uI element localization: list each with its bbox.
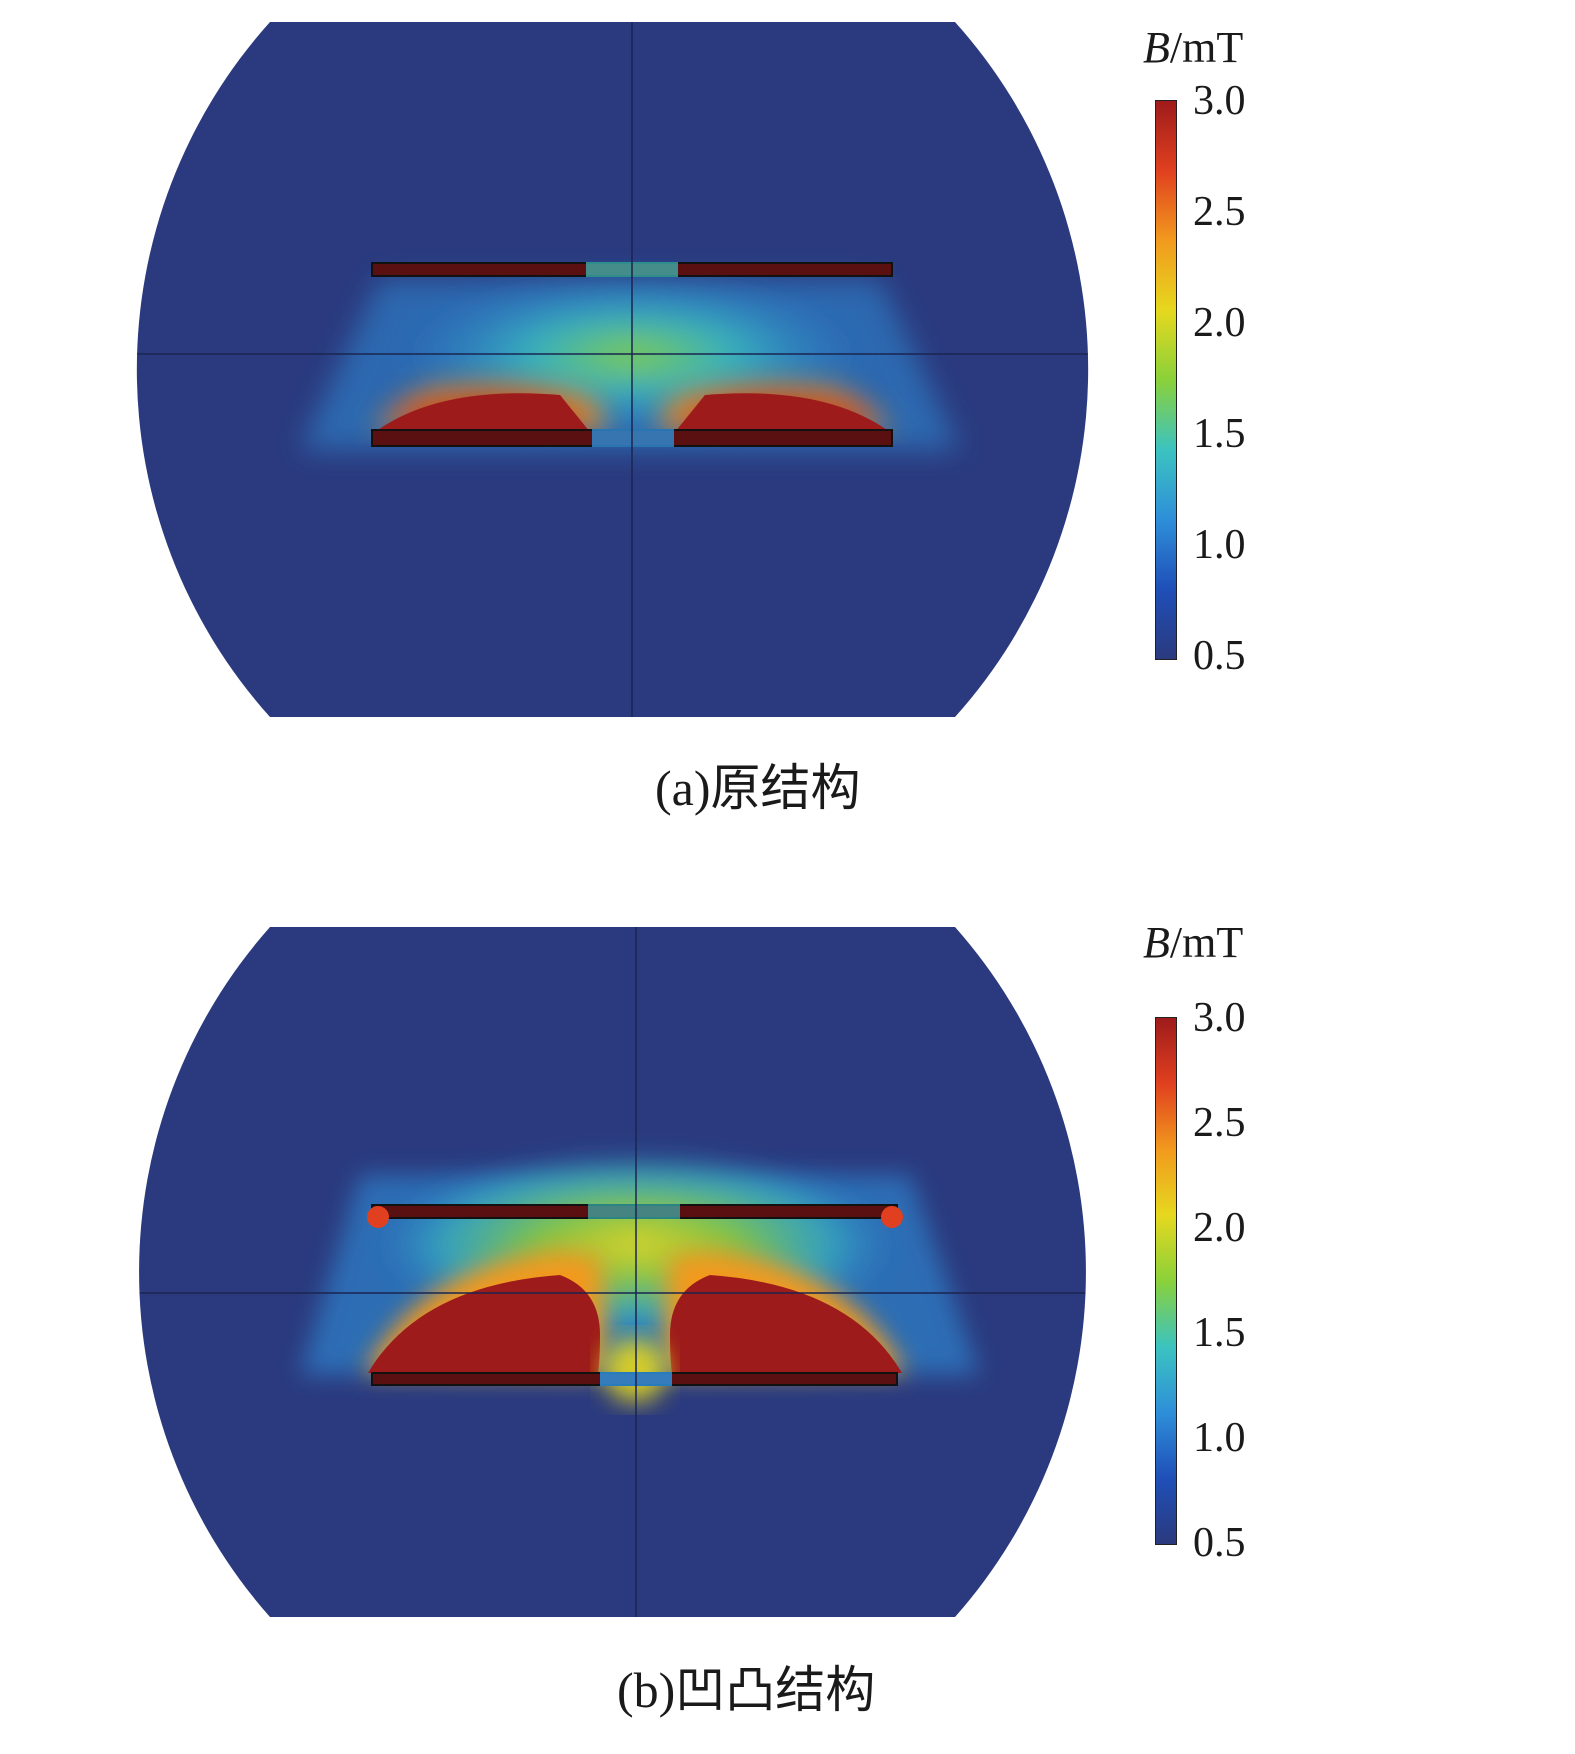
colorbar-title-a: B/mT	[1143, 22, 1243, 73]
colorbar-tick-label: 2.5	[1193, 1100, 1246, 1146]
caption-a: (a)原结构	[655, 760, 861, 816]
field-region-a	[136, 22, 1089, 717]
colorbar-tick-label: 1.5	[1193, 411, 1246, 457]
colorbar-unit: /mT	[1169, 23, 1244, 72]
colorbar-tick-label: 0.5	[1193, 633, 1246, 679]
magnetic-field-plot-b	[139, 927, 1086, 1617]
colorbar-tick-label: 1.5	[1193, 1310, 1246, 1356]
figure-panel-b: B/mT 3.0 2.5 2.0 1.5 1.0 0.5 (b)凹凸结构	[0, 905, 1575, 1754]
colorbar-symbol: B	[1143, 23, 1170, 72]
field-region-b	[139, 927, 1086, 1617]
colorbar-unit: /mT	[1169, 918, 1244, 967]
colorbar-tick-label: 2.0	[1193, 300, 1246, 346]
magnetic-field-plot-a	[136, 22, 1089, 717]
colorbar-symbol: B	[1143, 918, 1170, 967]
colorbar-tick-label: 1.0	[1193, 1415, 1246, 1461]
colorbar-tick-label: 0.5	[1193, 1520, 1246, 1566]
colorbar-tick-label: 2.0	[1193, 1205, 1246, 1251]
colorbar-a	[1155, 100, 1177, 660]
colorbar-tick-label: 3.0	[1193, 995, 1246, 1041]
colorbar-b	[1155, 1017, 1177, 1545]
colorbar-tick-label: 1.0	[1193, 522, 1246, 568]
colorbar-title-b: B/mT	[1143, 917, 1243, 968]
colorbar-tick-label: 2.5	[1193, 189, 1246, 235]
caption-b: (b)凹凸结构	[617, 1662, 876, 1718]
figure-panel-a: B/mT 3.0 2.5 2.0 1.5 1.0 0.5 (a)原结构	[0, 0, 1575, 830]
colorbar-tick-label: 3.0	[1193, 78, 1246, 124]
